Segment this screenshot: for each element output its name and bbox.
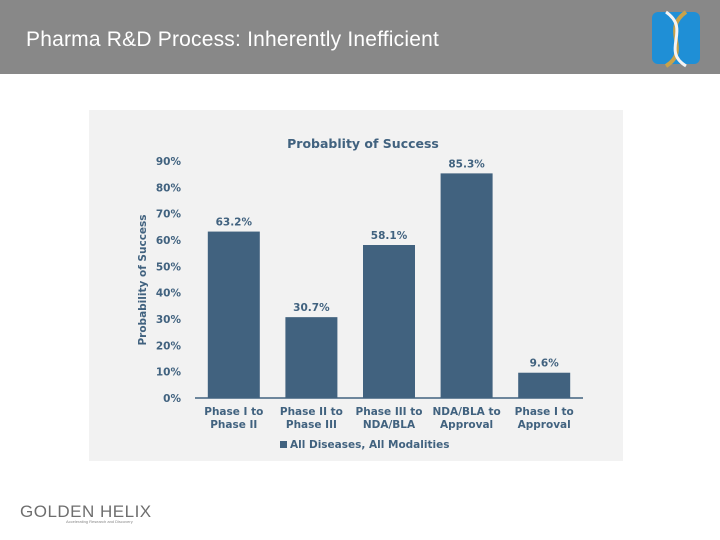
x-tick-label: Phase III to (356, 406, 423, 418)
y-tick-label: 90% (156, 156, 182, 168)
legend-label: All Diseases, All Modalities (290, 439, 449, 451)
footer-brand: GOLDEN HELIX (20, 502, 152, 521)
x-tick-label: Phase I to (515, 406, 574, 418)
chart-panel: Probablity of Success Probability of Succ… (89, 110, 623, 461)
bar (440, 173, 493, 398)
data-label: 58.1% (371, 230, 408, 242)
data-label: 63.2% (216, 217, 253, 229)
footer-logo: GOLDEN HELIX Accelerating Research and D… (20, 502, 180, 532)
x-tick-label: Phase II (210, 419, 257, 431)
x-tick-label: NDA/BLA to (433, 406, 501, 418)
x-tick-label: Phase II to (280, 406, 343, 418)
y-tick-label: 60% (156, 235, 182, 247)
footer-tagline: Accelerating Research and Discovery (66, 519, 133, 524)
chart-title: Probablity of Success (287, 136, 439, 151)
data-label: 30.7% (293, 302, 330, 314)
slide-title: Pharma R&D Process: Inherently Inefficie… (26, 28, 440, 51)
legend-swatch (280, 441, 287, 448)
header-bar: Pharma R&D Process: Inherently Inefficie… (0, 0, 720, 74)
y-tick-label: 0% (163, 393, 181, 405)
bar (207, 231, 260, 398)
bar-chart: Probablity of Success Probability of Succ… (137, 136, 583, 451)
dna-helix-icon (652, 10, 700, 68)
bar (518, 372, 571, 398)
bar (363, 245, 415, 398)
x-tick-label: Phase I to (204, 406, 263, 418)
y-tick-label: 20% (156, 340, 182, 352)
x-tick-label: Approval (440, 419, 493, 431)
data-label: 85.3% (448, 158, 485, 170)
y-tick-label: 30% (156, 314, 182, 326)
y-axis-label: Probability of Success (137, 214, 149, 345)
x-tick-label: Approval (518, 419, 571, 431)
y-tick-label: 10% (156, 367, 182, 379)
x-tick-label: NDA/BLA (363, 419, 416, 431)
y-tick-label: 50% (156, 261, 182, 273)
y-tick-label: 70% (156, 209, 182, 221)
y-tick-label: 80% (156, 182, 182, 194)
x-tick-label: Phase III (286, 419, 337, 431)
y-tick-label: 40% (156, 288, 182, 300)
bar (285, 317, 338, 398)
data-label: 9.6% (530, 358, 560, 370)
